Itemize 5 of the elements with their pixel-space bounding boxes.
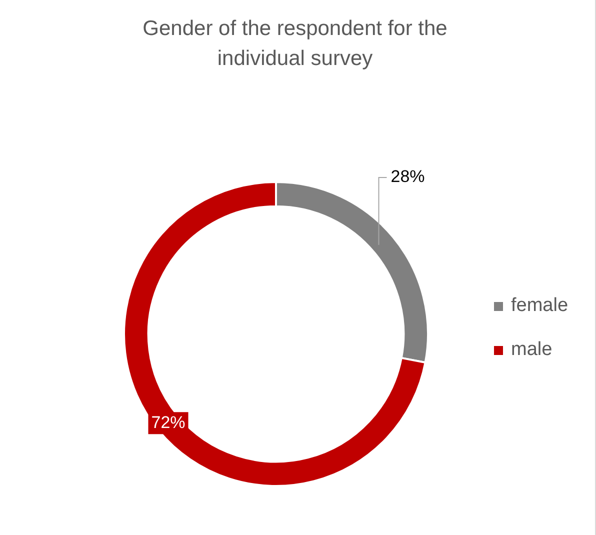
legend-label: male bbox=[511, 339, 552, 361]
data-label: 28% bbox=[390, 167, 425, 186]
chart-title: Gender of the respondent for the individual survey bbox=[142, 16, 448, 72]
data-label: 72% bbox=[151, 412, 186, 432]
legend-label: female bbox=[511, 295, 568, 317]
